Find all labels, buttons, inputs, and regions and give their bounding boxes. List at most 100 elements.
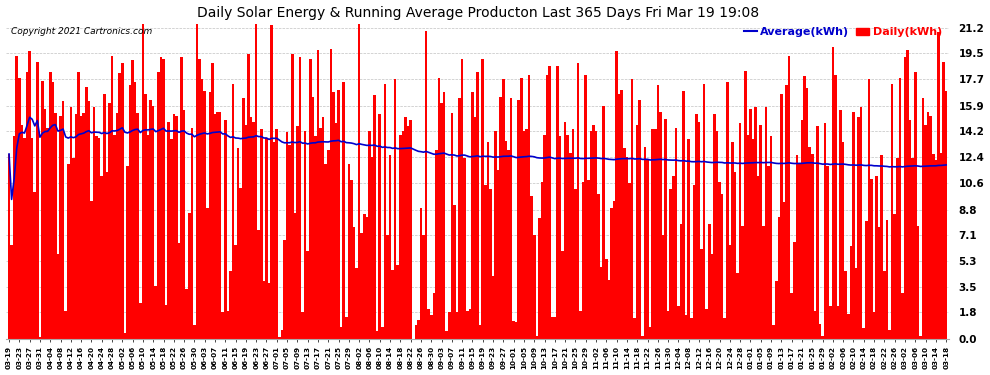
Bar	[844, 271, 847, 339]
Bar	[137, 113, 139, 339]
Bar	[394, 79, 396, 339]
Text: Copyright 2021 Cartronics.com: Copyright 2021 Cartronics.com	[11, 27, 152, 36]
Bar	[767, 166, 770, 339]
Bar	[690, 318, 693, 339]
Bar	[695, 114, 698, 339]
Bar	[16, 56, 18, 339]
Bar	[677, 306, 680, 339]
Bar	[257, 230, 260, 339]
Bar	[368, 130, 370, 339]
Bar	[77, 72, 80, 339]
Bar	[209, 93, 211, 339]
Bar	[500, 97, 502, 339]
Bar	[544, 135, 545, 339]
Bar	[528, 75, 531, 339]
Bar	[335, 123, 338, 339]
Bar	[564, 122, 566, 339]
Bar	[347, 164, 350, 339]
Bar	[536, 336, 539, 339]
Bar	[322, 117, 325, 339]
Bar	[507, 150, 510, 339]
Bar	[888, 330, 891, 339]
Bar	[8, 154, 10, 339]
Bar	[551, 316, 553, 339]
Bar	[548, 66, 551, 339]
Bar	[533, 235, 536, 339]
Bar	[597, 194, 600, 339]
Bar	[381, 327, 383, 339]
Bar	[793, 242, 796, 339]
Bar	[819, 324, 822, 339]
Bar	[932, 154, 935, 339]
Bar	[904, 57, 906, 339]
Bar	[270, 25, 273, 339]
Bar	[404, 117, 407, 339]
Bar	[811, 154, 814, 339]
Bar	[852, 111, 854, 339]
Bar	[196, 24, 198, 339]
Bar	[36, 62, 39, 339]
Bar	[917, 226, 919, 339]
Bar	[355, 268, 357, 339]
Bar	[847, 314, 849, 339]
Bar	[875, 176, 878, 339]
Bar	[54, 113, 56, 339]
Bar	[441, 103, 443, 339]
Bar	[935, 160, 938, 339]
Bar	[301, 312, 304, 339]
Bar	[764, 107, 767, 339]
Bar	[132, 60, 134, 339]
Bar	[636, 125, 639, 339]
Bar	[350, 180, 352, 339]
Bar	[595, 130, 597, 339]
Bar	[167, 122, 170, 339]
Bar	[777, 217, 780, 339]
Bar	[476, 72, 479, 339]
Bar	[629, 183, 631, 339]
Bar	[541, 182, 544, 339]
Bar	[296, 126, 299, 339]
Title: Daily Solar Energy & Running Average Producton Last 365 Days Fri Mar 19 19:08: Daily Solar Energy & Running Average Pro…	[197, 6, 758, 20]
Bar	[18, 78, 21, 339]
Bar	[262, 281, 265, 339]
Bar	[468, 309, 471, 339]
Bar	[788, 56, 790, 339]
Bar	[734, 172, 737, 339]
Bar	[901, 293, 904, 339]
Bar	[90, 201, 93, 339]
Bar	[526, 129, 528, 339]
Bar	[854, 268, 857, 339]
Bar	[145, 94, 147, 339]
Bar	[610, 208, 613, 339]
Bar	[751, 140, 754, 339]
Bar	[775, 281, 777, 339]
Bar	[827, 166, 829, 339]
Bar	[175, 116, 177, 339]
Bar	[108, 103, 111, 339]
Bar	[461, 59, 463, 339]
Bar	[646, 160, 648, 339]
Bar	[124, 333, 126, 339]
Bar	[370, 157, 373, 339]
Bar	[566, 135, 569, 339]
Bar	[837, 306, 840, 339]
Bar	[267, 283, 270, 339]
Bar	[698, 122, 700, 339]
Bar	[134, 82, 137, 339]
Bar	[648, 327, 651, 339]
Bar	[729, 245, 732, 339]
Bar	[126, 166, 129, 339]
Bar	[170, 140, 172, 339]
Bar	[744, 70, 746, 339]
Bar	[930, 116, 932, 339]
Bar	[214, 114, 216, 339]
Bar	[61, 101, 64, 339]
Bar	[378, 114, 381, 339]
Bar	[224, 120, 227, 339]
Bar	[111, 56, 113, 339]
Bar	[232, 84, 235, 339]
Bar	[865, 221, 867, 339]
Bar	[912, 158, 914, 339]
Bar	[51, 82, 54, 339]
Bar	[737, 273, 739, 339]
